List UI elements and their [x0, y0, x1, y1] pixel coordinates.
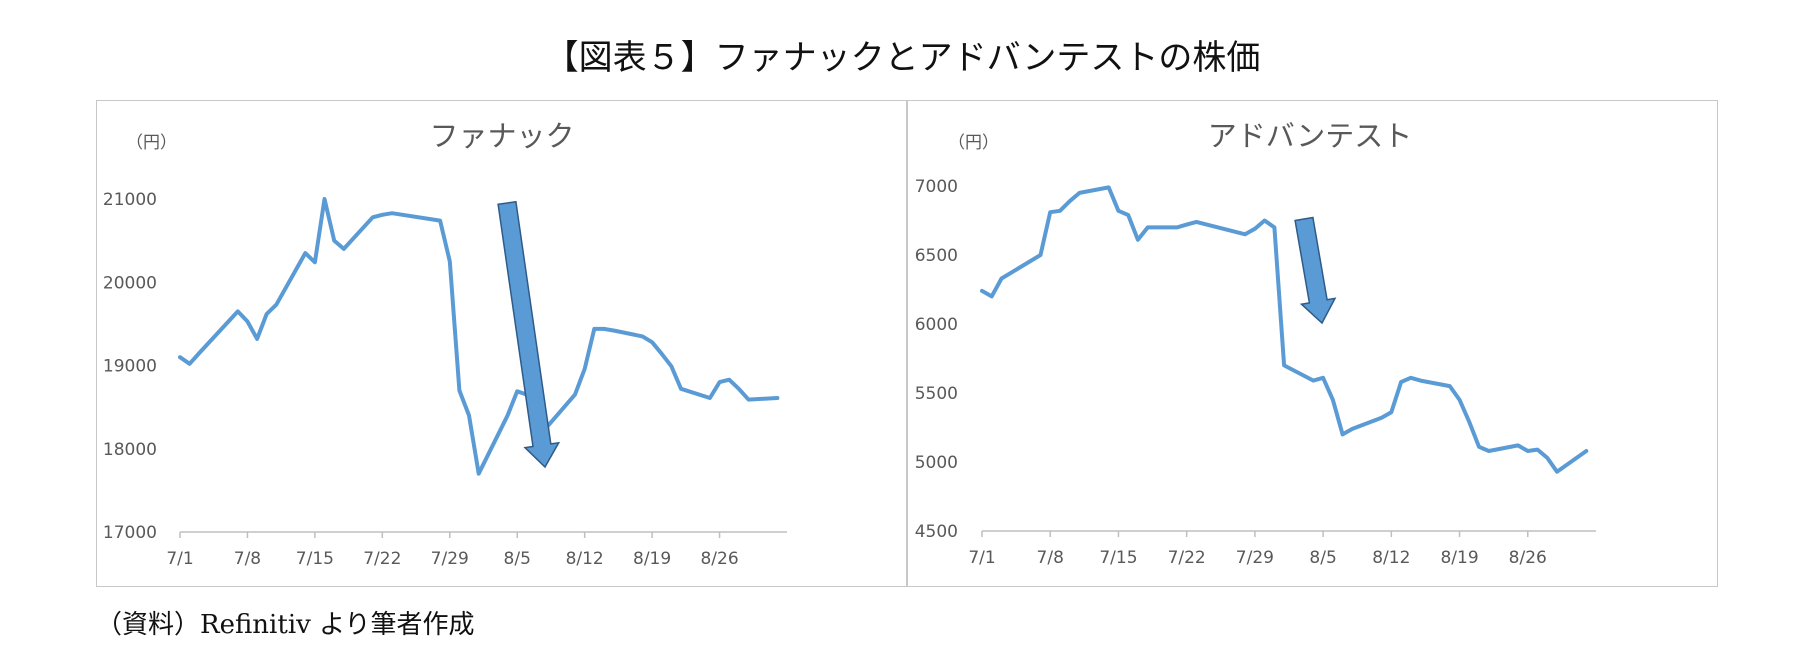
advantest-x-tick-label: 7/1: [968, 548, 995, 568]
advantest-x-tick-label: 8/19: [1440, 548, 1478, 568]
fanuc-price-line: [178, 197, 780, 476]
fanuc-x-tick-label: 7/1: [166, 549, 193, 569]
fanuc-chart-title: ファナック: [429, 119, 574, 153]
source-note: （資料）Refinitiv より筆者作成: [96, 610, 475, 640]
advantest-y-tick-label: 4500: [915, 522, 958, 542]
fanuc-unit-label: （円）: [126, 133, 177, 153]
fanuc-y-tick-label: 18000: [103, 440, 157, 460]
advantest-y-tick-label: 5000: [915, 453, 958, 473]
fanuc-y-tick-label: 20000: [103, 273, 157, 293]
advantest-unit-label: （円）: [948, 133, 999, 153]
advantest-chart-svg: アドバンテスト （円） 4500 5000 5500 6000 6500 7000 7/1 7/8…: [915, 119, 1596, 568]
fanuc-x-tick-label: 7/29: [431, 549, 469, 569]
advantest-y-tick-label: 7000: [915, 177, 958, 197]
advantest-x-tick-label: 7/29: [1236, 548, 1274, 568]
advantest-y-tick-label: 6500: [915, 246, 958, 266]
advantest-chart-title: アドバンテスト: [1208, 119, 1412, 153]
advantest-x-tick-label: 7/15: [1099, 548, 1137, 568]
fanuc-y-tick-label: 19000: [103, 357, 157, 377]
fanuc-x-tick-label: 8/5: [504, 549, 531, 569]
chart-panel-fanuc: ファナック （円） 17000 18000 19000 20000 21000 7/1 7/8 7…: [96, 100, 907, 587]
fanuc-down-arrow-icon: [497, 200, 561, 469]
fanuc-chart-svg: ファナック （円） 17000 18000 19000 20000 21000 7/1 7/8 7…: [103, 119, 787, 569]
fanuc-x-tick-label: 8/12: [566, 549, 604, 569]
fanuc-x-tick-label: 7/22: [363, 549, 401, 569]
chart-panel-advantest: アドバンテスト （円） 4500 5000 5500 6000 6500 7000 7/1 7/8…: [907, 100, 1718, 587]
advantest-x-tick-label: 8/12: [1372, 548, 1410, 568]
fanuc-x-tick-label: 8/26: [700, 549, 738, 569]
advantest-y-tick-label: 6000: [915, 315, 958, 335]
fanuc-y-tick-label: 17000: [103, 523, 157, 543]
advantest-x-tick-label: 8/26: [1509, 548, 1547, 568]
advantest-price-line: [980, 185, 1589, 474]
fanuc-y-tick-label: 21000: [103, 190, 157, 210]
advantest-x-tick-label: 7/22: [1168, 548, 1206, 568]
fanuc-x-tick-label: 7/8: [234, 549, 261, 569]
page-title: 【図表５】ファナックとアドバンテストの株価: [544, 38, 1261, 78]
advantest-x-tick-label: 7/8: [1037, 548, 1064, 568]
fanuc-x-tick-label: 8/19: [633, 549, 671, 569]
advantest-down-arrow-icon: [1294, 216, 1337, 325]
fanuc-x-tick-label: 7/15: [296, 549, 334, 569]
advantest-x-tick-label: 8/5: [1309, 548, 1336, 568]
advantest-y-tick-label: 5500: [915, 384, 958, 404]
